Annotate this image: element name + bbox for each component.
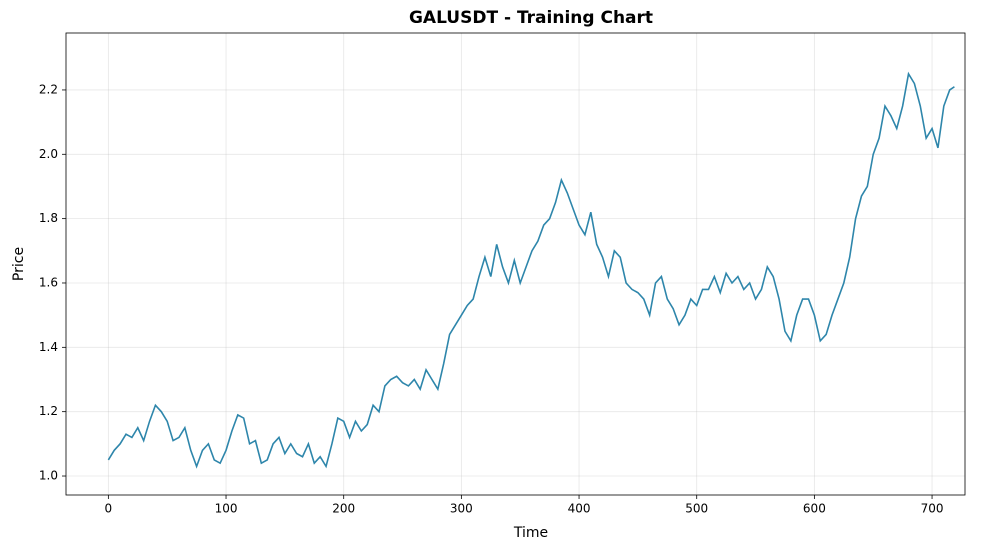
y-tick-label: 1.4 bbox=[39, 340, 58, 354]
x-tick-label: 200 bbox=[332, 502, 355, 516]
y-tick-label: 1.0 bbox=[39, 469, 58, 483]
x-tick-label: 500 bbox=[685, 502, 708, 516]
x-tick-label: 400 bbox=[568, 502, 591, 516]
x-axis-label: Time bbox=[513, 525, 548, 541]
x-tick-label: 700 bbox=[921, 502, 944, 516]
x-tick-label: 100 bbox=[215, 502, 238, 516]
x-tick-label: 600 bbox=[803, 502, 826, 516]
y-tick-label: 1.8 bbox=[39, 211, 58, 225]
price-line bbox=[107, 71, 955, 469]
y-tick-label: 2.2 bbox=[39, 82, 58, 96]
plot-frame bbox=[65, 32, 966, 496]
chart-title: GALUSDT - Training Chart bbox=[409, 8, 653, 28]
x-tick-label: 0 bbox=[105, 502, 113, 516]
y-tick-label: 2.0 bbox=[39, 147, 58, 161]
x-tick-label: 300 bbox=[450, 502, 473, 516]
y-tick-label: 1.2 bbox=[39, 404, 58, 418]
y-axis-label: Price bbox=[11, 247, 27, 281]
y-tick-label: 1.6 bbox=[39, 275, 58, 289]
